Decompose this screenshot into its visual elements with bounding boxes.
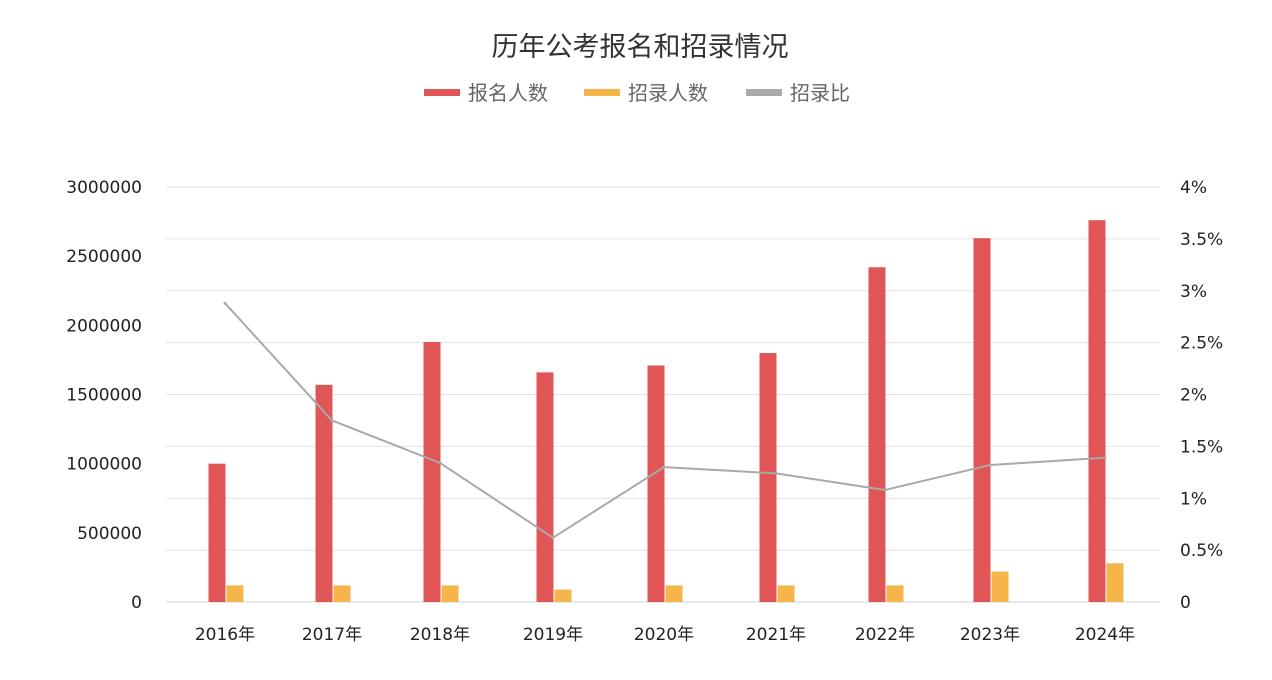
right-tick-label: 4% [1180, 178, 1207, 198]
line-point [1103, 456, 1107, 460]
right-tick-label: 2% [1180, 386, 1207, 406]
x-axis: 2016年 2017年 2018年 2019年 2020年 2021年 2022年 2023年… [195, 625, 1135, 645]
x-tick-label: 2021年 [746, 625, 806, 645]
right-axis: 0 0.5% 1% 1.5% 2% 2.5% 3% 3.5% 4% [1180, 178, 1223, 613]
x-tick-label: 2023年 [960, 625, 1020, 645]
line-point [774, 471, 778, 475]
left-tick-label: 1500000 [66, 386, 142, 406]
bar-applicants [315, 384, 333, 602]
right-tick-label: 0 [1180, 593, 1191, 613]
legend-swatch [584, 89, 620, 96]
x-tick-label: 2024年 [1075, 625, 1135, 645]
bar-applicants [759, 353, 777, 602]
x-tick-label: 2017年 [302, 625, 362, 645]
bar-applicants [868, 267, 886, 602]
bar-hired [554, 589, 572, 602]
bar-hired [991, 571, 1009, 602]
bar-hired [226, 585, 244, 602]
line-point [883, 488, 887, 492]
x-tick-label: 2022年 [855, 625, 915, 645]
right-tick-label: 0.5% [1180, 541, 1223, 561]
left-tick-label: 0 [131, 593, 142, 613]
chart-title: 历年公考报名和招录情况 [492, 32, 789, 63]
left-tick-label: 500000 [77, 524, 142, 544]
line-point [662, 465, 666, 469]
bars [208, 220, 1124, 602]
bar-applicants [536, 372, 554, 602]
legend-label: 招录人数 [628, 81, 708, 105]
line-layer [223, 301, 1107, 540]
right-tick-label: 3.5% [1180, 230, 1223, 250]
bar-applicants [423, 341, 441, 602]
legend-swatch [424, 89, 460, 96]
legend-label: 招录比 [790, 81, 850, 105]
x-tick-label: 2018年 [410, 625, 470, 645]
chart-legend: 报名人数 招录人数 招录比 [424, 81, 850, 105]
x-tick-label: 2020年 [634, 625, 694, 645]
left-tick-label: 1000000 [66, 455, 142, 475]
legend-label: 报名人数 [468, 81, 548, 105]
right-tick-label: 2.5% [1180, 334, 1223, 354]
legend-swatch [746, 89, 782, 96]
left-axis: 0 500000 1000000 1500000 2000000 2500000 30000… [66, 178, 142, 613]
bar-hired [333, 585, 351, 602]
bar-applicants [647, 365, 665, 602]
bar-hired [1106, 563, 1124, 602]
bar-hired [665, 585, 683, 602]
right-tick-label: 3% [1180, 282, 1207, 302]
line-point [330, 418, 334, 422]
bar-applicants [208, 463, 226, 602]
bar-hired [441, 585, 459, 602]
line-point [223, 301, 227, 305]
bar-applicants [1088, 220, 1106, 602]
line-point [438, 461, 442, 465]
right-tick-label: 1.5% [1180, 437, 1223, 457]
left-tick-label: 2500000 [66, 247, 142, 267]
line-point [551, 536, 555, 540]
left-tick-label: 3000000 [66, 178, 142, 198]
bar-hired [886, 585, 904, 602]
x-tick-label: 2016年 [195, 625, 255, 645]
line-point [988, 463, 992, 467]
x-tick-label: 2019年 [523, 625, 583, 645]
series-line-ratio [224, 302, 1106, 539]
right-tick-label: 1% [1180, 489, 1207, 509]
bar-applicants [973, 238, 991, 602]
left-tick-label: 2000000 [66, 316, 142, 336]
bar-hired [777, 585, 795, 602]
